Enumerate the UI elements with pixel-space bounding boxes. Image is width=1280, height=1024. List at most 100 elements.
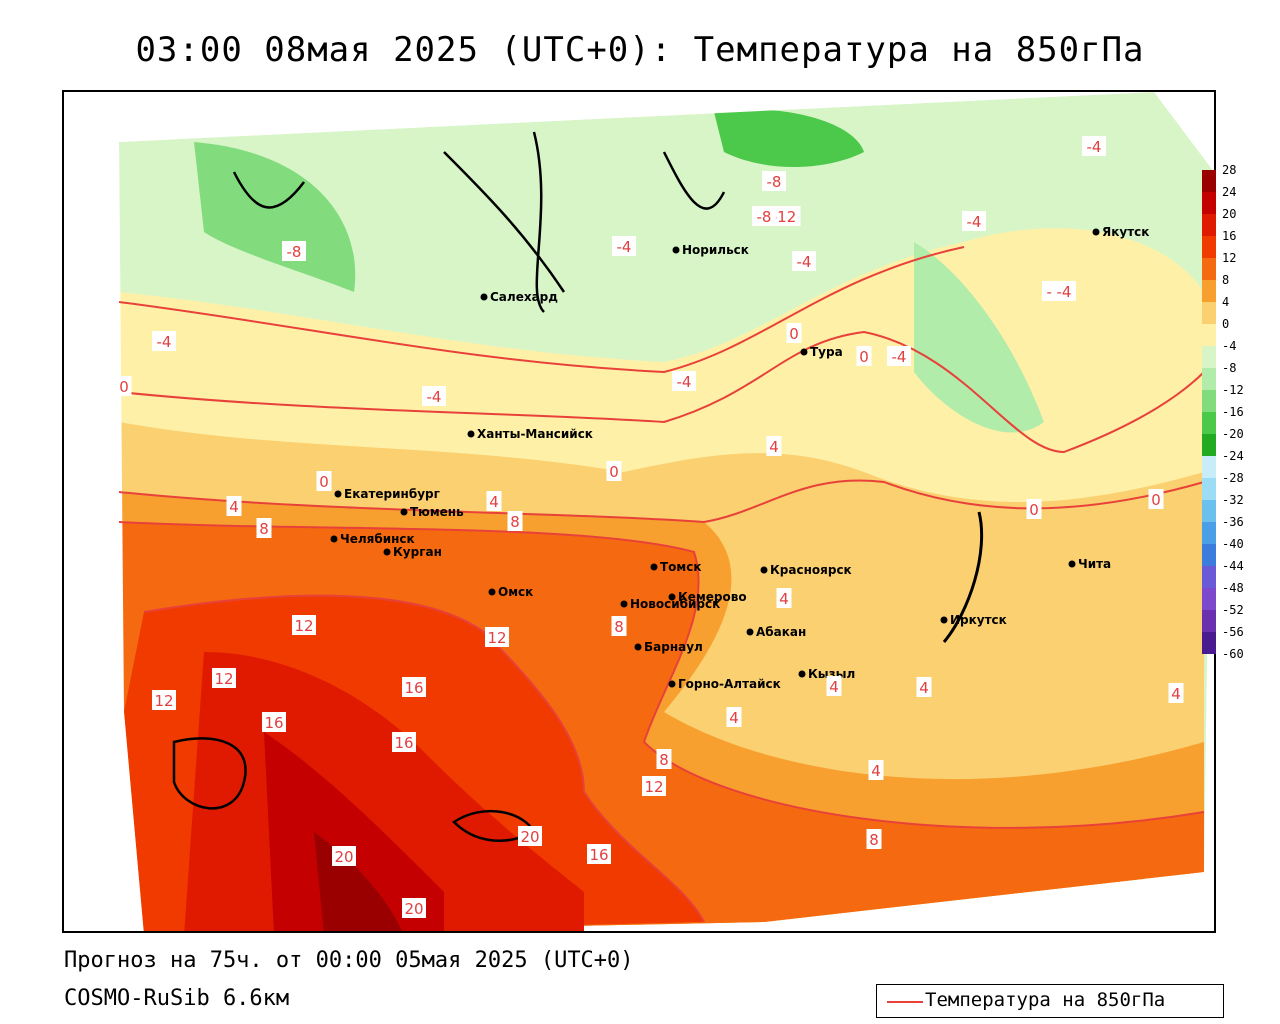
city-marker: Тюмень [400,505,464,519]
isotherm-label-bg [486,491,502,511]
city-marker: Екатеринбург [334,487,440,501]
isotherm-label: 0 [1026,499,1042,519]
city-label: Чита [1078,557,1111,571]
isotherm-label-bg [152,331,176,351]
isotherm-label-bg [332,846,356,866]
isotherm-label-text: 0 [859,348,869,366]
city-label: Салехард [490,290,558,304]
colorbar-segment [1202,192,1216,214]
isotherm-label-bg [672,371,696,391]
isotherm-label-bg [1148,489,1164,509]
isotherm-label: -4 [792,251,816,271]
isotherm-label-text: -8 [757,208,772,226]
city-marker: Курган [383,545,442,559]
isotherm-label-text: 8 [614,618,624,636]
isotherm-label-text: 4 [919,679,929,697]
isotherm-label-bg [656,749,672,769]
colorbar-segment [1202,412,1216,434]
city-label: Тура [810,345,843,359]
isotherm-label: 12 [212,668,236,688]
city-label: Норильск [682,243,749,257]
colorbar-segment [1202,324,1216,346]
city-label: Томск [660,560,702,574]
isotherm-label-bg [262,712,286,732]
city-marker: Омск [488,585,533,599]
isotherm-label-bg [611,616,627,636]
city-marker: Горно-Алтайск [668,677,781,691]
isotherm-label: 4 [868,760,884,780]
isotherm-label: -8 [752,206,776,226]
city-marker: Челябинск [330,532,415,546]
isotherm-label-bg [916,677,932,697]
isotherm-label-bg [316,471,332,491]
isotherm-label-text: 0 [119,378,129,396]
isotherm-label-text: 12 [487,629,506,647]
isotherm-label: 0 [116,376,132,396]
colorbar-segment [1202,390,1216,412]
isotherm-label-text: 20 [520,828,539,846]
city-marker: Новосибирск [620,597,720,611]
isotherm-label-text: 16 [264,714,283,732]
isotherm-label-text: 12 [214,670,233,688]
isotherm-label: -4 [887,346,911,366]
city-label: Иркутск [950,613,1007,627]
isotherm-label: 4 [486,491,502,511]
isotherm-label: 20 [518,826,542,846]
isotherm-label: -4 [612,236,636,256]
city-marker: Салехард [480,290,558,304]
isotherm-label-bg [792,251,816,271]
isotherm-label-bg [518,826,542,846]
isotherm-label-bg [226,496,242,516]
city-marker: Ханты-Мансийск [467,427,593,441]
city-marker: Абакан [746,625,806,639]
city-label: Челябинск [340,532,415,546]
isotherm-label-text: -4 [1087,138,1102,156]
city-dot [400,508,408,516]
city-label: Красноярск [770,563,852,577]
city-dot [620,600,628,608]
model-info: COSMO-RuSib 6.6км [64,986,290,1011]
colorbar-tick-label: -28 [1222,471,1244,485]
isotherm-label-bg [402,898,426,918]
isotherm-label-text: 4 [489,493,499,511]
temperature-map: Салехард Норильск Якутск Тура Ханты-Мансийск… [62,90,1216,933]
colorbar-tick-label: -12 [1222,383,1244,397]
colorbar-segment [1202,346,1216,368]
city-dot [383,548,391,556]
isotherm-label-bg [887,346,911,366]
city-dot [672,246,680,254]
city-marker: Кызыл [798,667,855,681]
isotherm-label-bg [212,668,236,688]
legend-line-swatch [887,1001,923,1003]
isotherm-label: -4 [962,211,986,231]
isotherm-label: 8 [507,511,523,531]
colorbar-segment [1202,544,1216,566]
map-title: 03:00 08мая 2025 (UTC+0): Температура на… [135,30,1145,70]
city-label: Кемерово [678,590,747,604]
isotherm-label-text: -4 [967,213,982,231]
colorbar-tick-label: -16 [1222,405,1244,419]
forecast-info: Прогноз на 75ч. от 00:00 05мая 2025 (UTC… [64,948,634,973]
isotherm-label-text: 12 [154,692,173,710]
colorbar-tick-label: -48 [1222,581,1244,595]
isotherm-label-text: 8 [510,513,520,531]
isotherm-label-text: 16 [589,846,608,864]
isotherm-label-text: 20 [334,848,353,866]
city-marker: Барнаул [634,640,703,654]
isotherm-label: 8 [866,829,882,849]
isotherm-label-bg [256,518,272,538]
isotherm-label: 0 [786,323,802,343]
isotherm-label-text: 4 [229,498,239,516]
isotherm-label-text: 8 [869,831,879,849]
city-dot [650,563,658,571]
city-dot [480,293,488,301]
isotherm-label-text: 4 [769,438,779,456]
city-label: Кызыл [808,667,855,681]
colorbar-tick-label: -20 [1222,427,1244,441]
colorbar-tick-label: -56 [1222,625,1244,639]
isotherm-label: -4 [152,331,176,351]
isotherm-label-text: 8 [659,751,669,769]
city-label: Барнаул [644,640,703,654]
colorbar-segment [1202,566,1216,588]
isotherm-label-bg [726,707,742,727]
